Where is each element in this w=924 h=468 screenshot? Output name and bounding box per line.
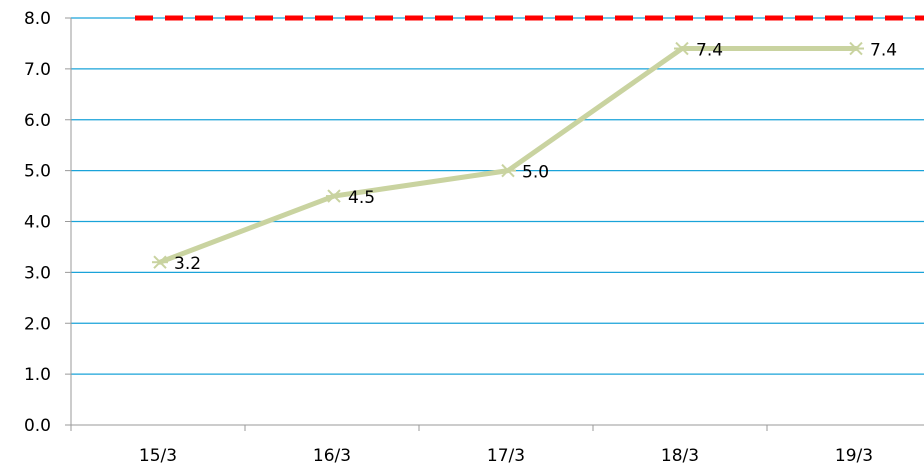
marker-stroke — [327, 189, 341, 203]
axes: 0.0 1.0 2.0 3.0 4.0 5.0 6.0 7.0 8.0 15/3 16/3 17/3 1… — [24, 9, 924, 466]
marker-stroke — [675, 41, 689, 56]
y-tick-label: 0.0 — [24, 416, 51, 436]
series-line — [157, 46, 859, 265]
data-label: 3.2 — [174, 254, 201, 274]
y-tick-label: 7.0 — [24, 60, 51, 80]
series-group — [152, 41, 864, 269]
data-label: 4.5 — [348, 188, 375, 208]
data-point-marker — [674, 41, 690, 56]
x-tick-label: 17/3 — [487, 446, 525, 466]
y-tick-label: 4.0 — [24, 213, 51, 233]
marker-stroke — [849, 41, 863, 56]
data-label: 5.0 — [522, 163, 549, 183]
data-point-marker — [848, 41, 864, 56]
gridlines — [71, 17, 924, 375]
y-tick-label: 2.0 — [24, 314, 51, 334]
labels-group: 3.2 4.5 5.0 7.4 7.4 — [174, 41, 897, 275]
y-tick-label: 1.0 — [24, 365, 51, 385]
x-tick-label: 19/3 — [835, 446, 873, 466]
x-tick-label: 15/3 — [139, 446, 177, 466]
y-tick-label: 6.0 — [24, 111, 51, 131]
data-point-marker — [500, 163, 516, 178]
data-point-marker — [326, 189, 342, 203]
marker-stroke — [153, 255, 167, 269]
y-tick-label: 3.0 — [24, 263, 51, 283]
x-tick-label: 18/3 — [661, 446, 699, 466]
data-label: 7.4 — [696, 41, 723, 61]
y-tick-label: 5.0 — [24, 162, 51, 182]
data-point-marker — [152, 255, 168, 269]
y-tick-label: 8.0 — [24, 9, 51, 29]
data-label: 7.4 — [870, 41, 897, 61]
marker-stroke — [501, 163, 515, 178]
x-tick-label: 16/3 — [313, 446, 351, 466]
